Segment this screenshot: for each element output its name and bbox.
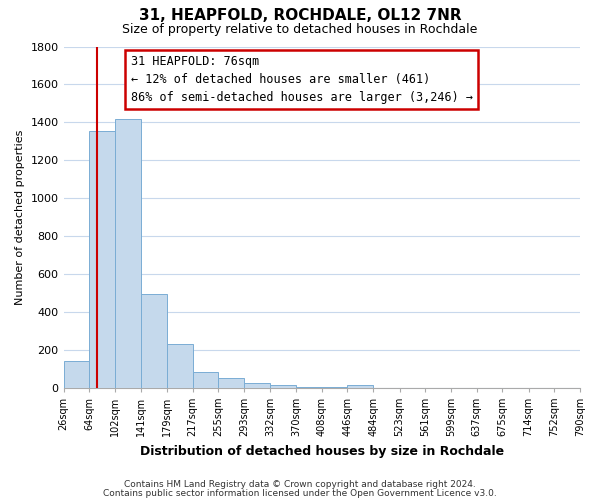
Bar	[89, 131, 115, 388]
Bar	[322, 386, 347, 388]
Bar	[218, 378, 244, 388]
Bar	[193, 372, 218, 388]
Text: 31 HEAPFOLD: 76sqm
← 12% of detached houses are smaller (461)
86% of semi-detach: 31 HEAPFOLD: 76sqm ← 12% of detached hou…	[131, 55, 473, 104]
Bar	[167, 344, 193, 388]
Bar	[347, 385, 373, 388]
Text: Contains HM Land Registry data © Crown copyright and database right 2024.: Contains HM Land Registry data © Crown c…	[124, 480, 476, 489]
Bar	[244, 383, 271, 388]
Y-axis label: Number of detached properties: Number of detached properties	[15, 130, 25, 305]
Bar	[64, 361, 89, 388]
Bar	[141, 294, 167, 388]
X-axis label: Distribution of detached houses by size in Rochdale: Distribution of detached houses by size …	[140, 444, 504, 458]
Bar	[115, 120, 141, 388]
Text: 31, HEAPFOLD, ROCHDALE, OL12 7NR: 31, HEAPFOLD, ROCHDALE, OL12 7NR	[139, 8, 461, 22]
Bar	[296, 386, 322, 388]
Text: Contains public sector information licensed under the Open Government Licence v3: Contains public sector information licen…	[103, 488, 497, 498]
Text: Size of property relative to detached houses in Rochdale: Size of property relative to detached ho…	[122, 22, 478, 36]
Bar	[271, 385, 296, 388]
